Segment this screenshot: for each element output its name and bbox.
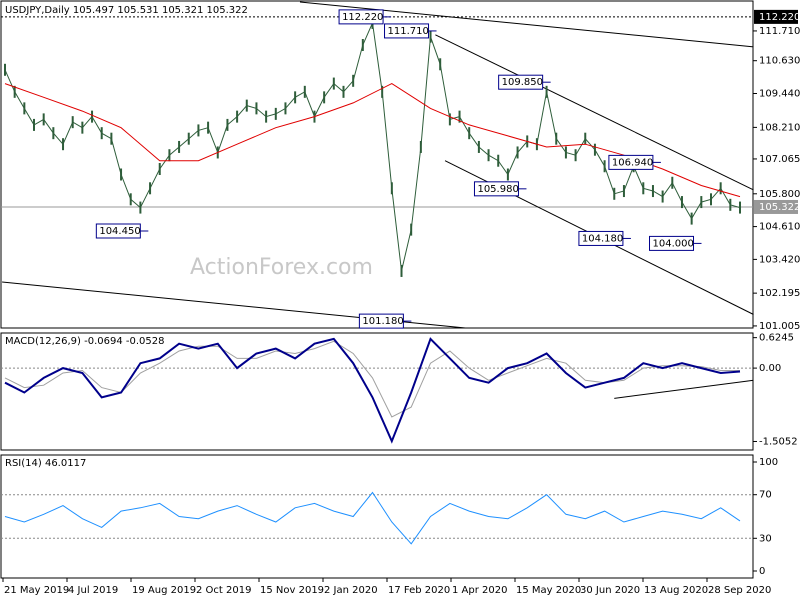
macd-trendline (614, 379, 754, 399)
annotation-label: 104.450 (99, 226, 140, 237)
annotation-box (608, 154, 654, 170)
y-tick-label: 101.005 (759, 321, 800, 332)
x-tick-label: 2 Oct 2019 (196, 585, 251, 596)
x-tick-label: 1 Apr 2020 (452, 585, 507, 596)
trendline (435, 34, 754, 191)
y-tick-label: 102.195 (759, 288, 800, 299)
annotation-label: 104.000 (653, 238, 694, 249)
annotation-box (498, 74, 544, 90)
rsi-label: RSI(14) 46.0117 (5, 458, 86, 469)
annotation-label: 111.710 (388, 26, 429, 37)
macd-label: MACD(12,26,9) -0.0694 -0.0528 (5, 336, 165, 347)
annotation-box (95, 223, 141, 239)
y-tick-label: 107.065 (759, 154, 800, 165)
level-box (754, 9, 798, 24)
level-label: 112.220 (759, 12, 800, 23)
macd-pane (0, 332, 754, 451)
level-label: 105.322 (759, 202, 800, 213)
macd-signal (4, 340, 740, 418)
macd-line (4, 337, 741, 444)
y-tick-label: 100 (759, 457, 778, 468)
x-tick-label: 17 Feb 2020 (388, 585, 450, 596)
rsi-line (4, 491, 741, 545)
y-tick-label: -1.5052 (759, 436, 798, 447)
annotation-label: 106.940 (612, 157, 653, 168)
y-tick-label: 111.710 (759, 26, 800, 37)
x-tick-label: 30 Jun 2020 (580, 585, 640, 596)
annotation-label: 112.220 (342, 12, 383, 23)
trendline (299, 1, 754, 48)
level-box (754, 199, 798, 214)
annotation-box (578, 230, 624, 246)
annotation-box (384, 23, 430, 39)
y-tick-label: 0.00 (759, 363, 781, 374)
x-tick-label: 21 May 2019 (4, 585, 69, 596)
annotation-label: 109.850 (502, 77, 543, 88)
x-tick-label: 28 Sep 2020 (708, 585, 771, 596)
y-tick-label: 109.440 (759, 88, 800, 99)
annotation-box (473, 181, 519, 197)
y-tick-label: 105.800 (759, 189, 800, 200)
y-tick-label: 104.610 (759, 222, 800, 233)
y-tick-label: 30 (759, 533, 772, 544)
watermark: ActionForex.com (190, 255, 373, 280)
y-tick-label: 70 (759, 490, 772, 501)
annotation-box (358, 313, 404, 329)
annotation-label: 101.180 (362, 316, 403, 327)
y-tick-label: 108.210 (759, 122, 800, 133)
annotation-box (338, 9, 384, 25)
moving-average (4, 83, 741, 198)
rsi-pane (0, 454, 754, 579)
y-tick-label: 0.6245 (759, 333, 794, 344)
y-tick-label: 110.630 (759, 56, 800, 67)
x-tick-label: 2 Jan 2020 (324, 585, 378, 596)
annotation-box (649, 235, 695, 251)
annotation-label: 105.980 (477, 184, 518, 195)
x-tick-label: 4 Jul 2019 (68, 585, 118, 596)
annotation-label: 104.180 (582, 233, 623, 244)
x-tick-label: 13 Aug 2020 (644, 585, 708, 596)
y-tick-label: 103.420 (759, 254, 800, 265)
x-tick-label: 19 Aug 2019 (132, 585, 196, 596)
x-tick-label: 15 Nov 2019 (260, 585, 324, 596)
x-tick-label: 15 May 2020 (516, 585, 581, 596)
chart-title: USDJPY,Daily 105.497 105.531 105.321 105… (5, 5, 248, 16)
y-tick-label: 0 (759, 566, 765, 577)
